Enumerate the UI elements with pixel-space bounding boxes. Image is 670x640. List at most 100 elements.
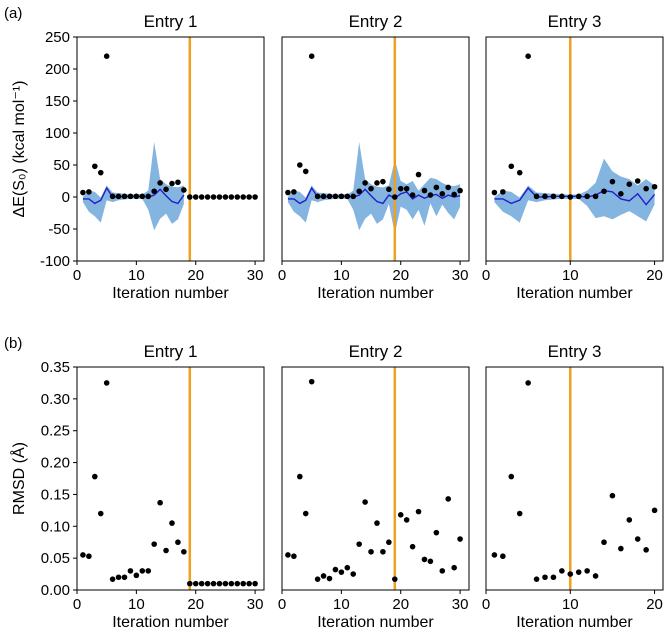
x-tick-label: 10 [128,596,145,613]
data-point-7 [320,193,327,200]
data-point-10 [567,571,574,577]
data-point-6 [533,193,540,200]
data-point-27 [439,568,446,574]
x-tick-label: 20 [392,596,409,613]
data-point-19 [643,185,649,192]
x-axis-label: Iteration number [112,614,229,631]
data-point-1 [80,552,86,558]
data-point-18 [634,178,641,184]
data-point-3 [92,473,98,480]
data-point-8 [121,193,128,200]
mean-line [494,186,656,206]
data-point-3 [92,163,98,170]
data-point-2 [86,189,92,195]
axes-frame [485,366,664,591]
data-point-19 [391,576,398,582]
data-point-9 [559,568,565,574]
data-point-17 [175,179,181,186]
chart-a1: 0 10 20 30 -100 -50 0 50 100 150 200 250 Entry 1 Iter… [11,12,265,302]
data-point-20 [397,185,404,192]
data-point-30 [252,580,258,587]
data-point-8 [326,575,333,582]
data-point-12 [350,571,357,577]
x-tick-label: 20 [392,267,409,284]
data-point-13 [592,193,599,200]
data-point-19 [186,194,193,200]
data-point-4 [97,510,104,517]
data-point-13 [151,541,157,547]
data-point-7 [115,193,122,200]
data-point-16 [169,520,175,526]
data-point-25 [222,580,229,587]
data-point-22 [204,194,211,200]
y-tick-label: 0.10 [41,518,70,535]
data-point-18 [181,187,187,193]
data-point-26 [228,194,235,200]
x-tick-label: 20 [646,267,663,284]
data-point-6 [109,193,116,200]
y-axis-label: ΔE(S₀) (kcal mol⁻¹) [11,81,28,218]
y-tick-label: 0.25 [41,423,70,440]
data-point-2 [291,553,297,560]
data-point-10 [133,572,140,579]
x-tick-label: 10 [333,267,350,284]
data-point-12 [584,193,590,200]
data-point-15 [163,186,169,193]
data-point-10 [133,193,140,200]
data-point-27 [234,580,241,587]
data-point-20 [651,183,658,190]
y-tick-label: 200 [45,61,70,78]
data-point-4 [97,169,104,176]
data-point-7 [320,573,327,579]
data-point-7 [115,574,122,581]
data-point-30 [457,536,463,542]
data-point-10 [338,569,345,575]
data-point-5 [103,380,110,386]
axes-frame [76,36,265,262]
x-tick-label: 0 [278,267,286,284]
chart-title: Entry 1 [144,12,198,31]
data-point-13 [356,541,362,547]
data-point-18 [386,539,392,546]
data-point-25 [427,192,434,198]
data-point-28 [445,184,452,191]
plot-area [80,367,258,590]
data-point-9 [559,193,565,200]
x-tick-label: 20 [646,596,663,613]
y-axis-label: RMSD (Å) [9,442,28,515]
data-point-9 [332,566,339,573]
data-point-17 [380,178,386,185]
data-point-5 [308,378,315,385]
data-point-1 [80,189,86,196]
data-point-8 [550,193,557,200]
data-point-18 [386,186,392,193]
chart-title: Entry 2 [349,12,403,31]
data-point-25 [222,194,229,200]
data-point-16 [618,545,624,552]
data-point-6 [109,576,116,582]
axes-frame [281,36,470,262]
data-point-28 [240,580,247,587]
panel-label-a: (a) [4,5,22,22]
data-point-27 [234,194,241,200]
data-point-8 [550,574,557,581]
x-tick-label: 10 [128,267,145,284]
uncertainty-band [82,141,184,231]
data-point-17 [175,539,181,546]
x-axis-label: Iteration number [317,285,434,302]
x-axis-label: Iteration number [112,285,229,302]
x-axis-label: Iteration number [516,285,633,302]
panel-label-b: (b) [4,335,22,352]
data-point-25 [427,558,434,565]
data-point-6 [533,576,540,582]
data-point-17 [380,548,386,555]
data-point-11 [139,193,146,200]
data-point-30 [457,187,463,194]
y-tick-label: 0.35 [41,359,70,376]
x-tick-label: 20 [187,596,204,613]
axes-frame [281,366,470,591]
uncertainty-band [287,141,461,234]
y-tick-label: 0 [62,189,70,206]
data-point-22 [204,580,211,587]
